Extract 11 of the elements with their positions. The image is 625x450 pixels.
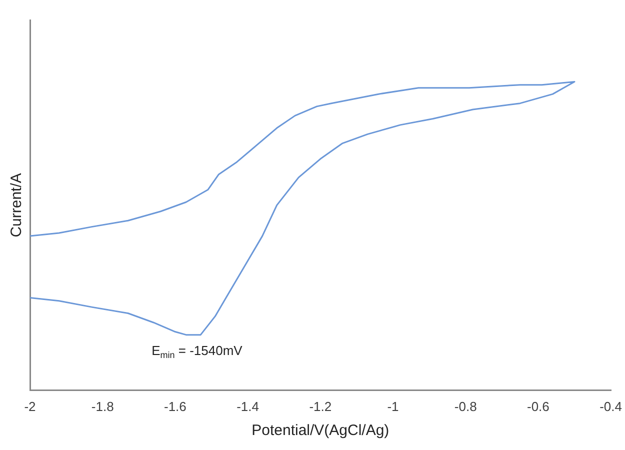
x-tick-label: -1.4 [236,398,260,414]
x-tick-label: -2 [24,398,36,414]
x-tick-label: -1 [387,398,399,414]
x-tick-label: -0.8 [454,398,477,414]
x-tick-label: -1.2 [309,398,332,414]
x-tick-label: -1.8 [91,398,114,414]
x-tick-label: -0.6 [526,398,550,414]
x-axis-title: Potential/V(AgCl/Ag) [252,422,390,440]
x-tick-label: -1.6 [164,398,186,414]
y-axis-title: Current/A [8,173,26,238]
x-tick-label: -0.4 [600,398,622,414]
